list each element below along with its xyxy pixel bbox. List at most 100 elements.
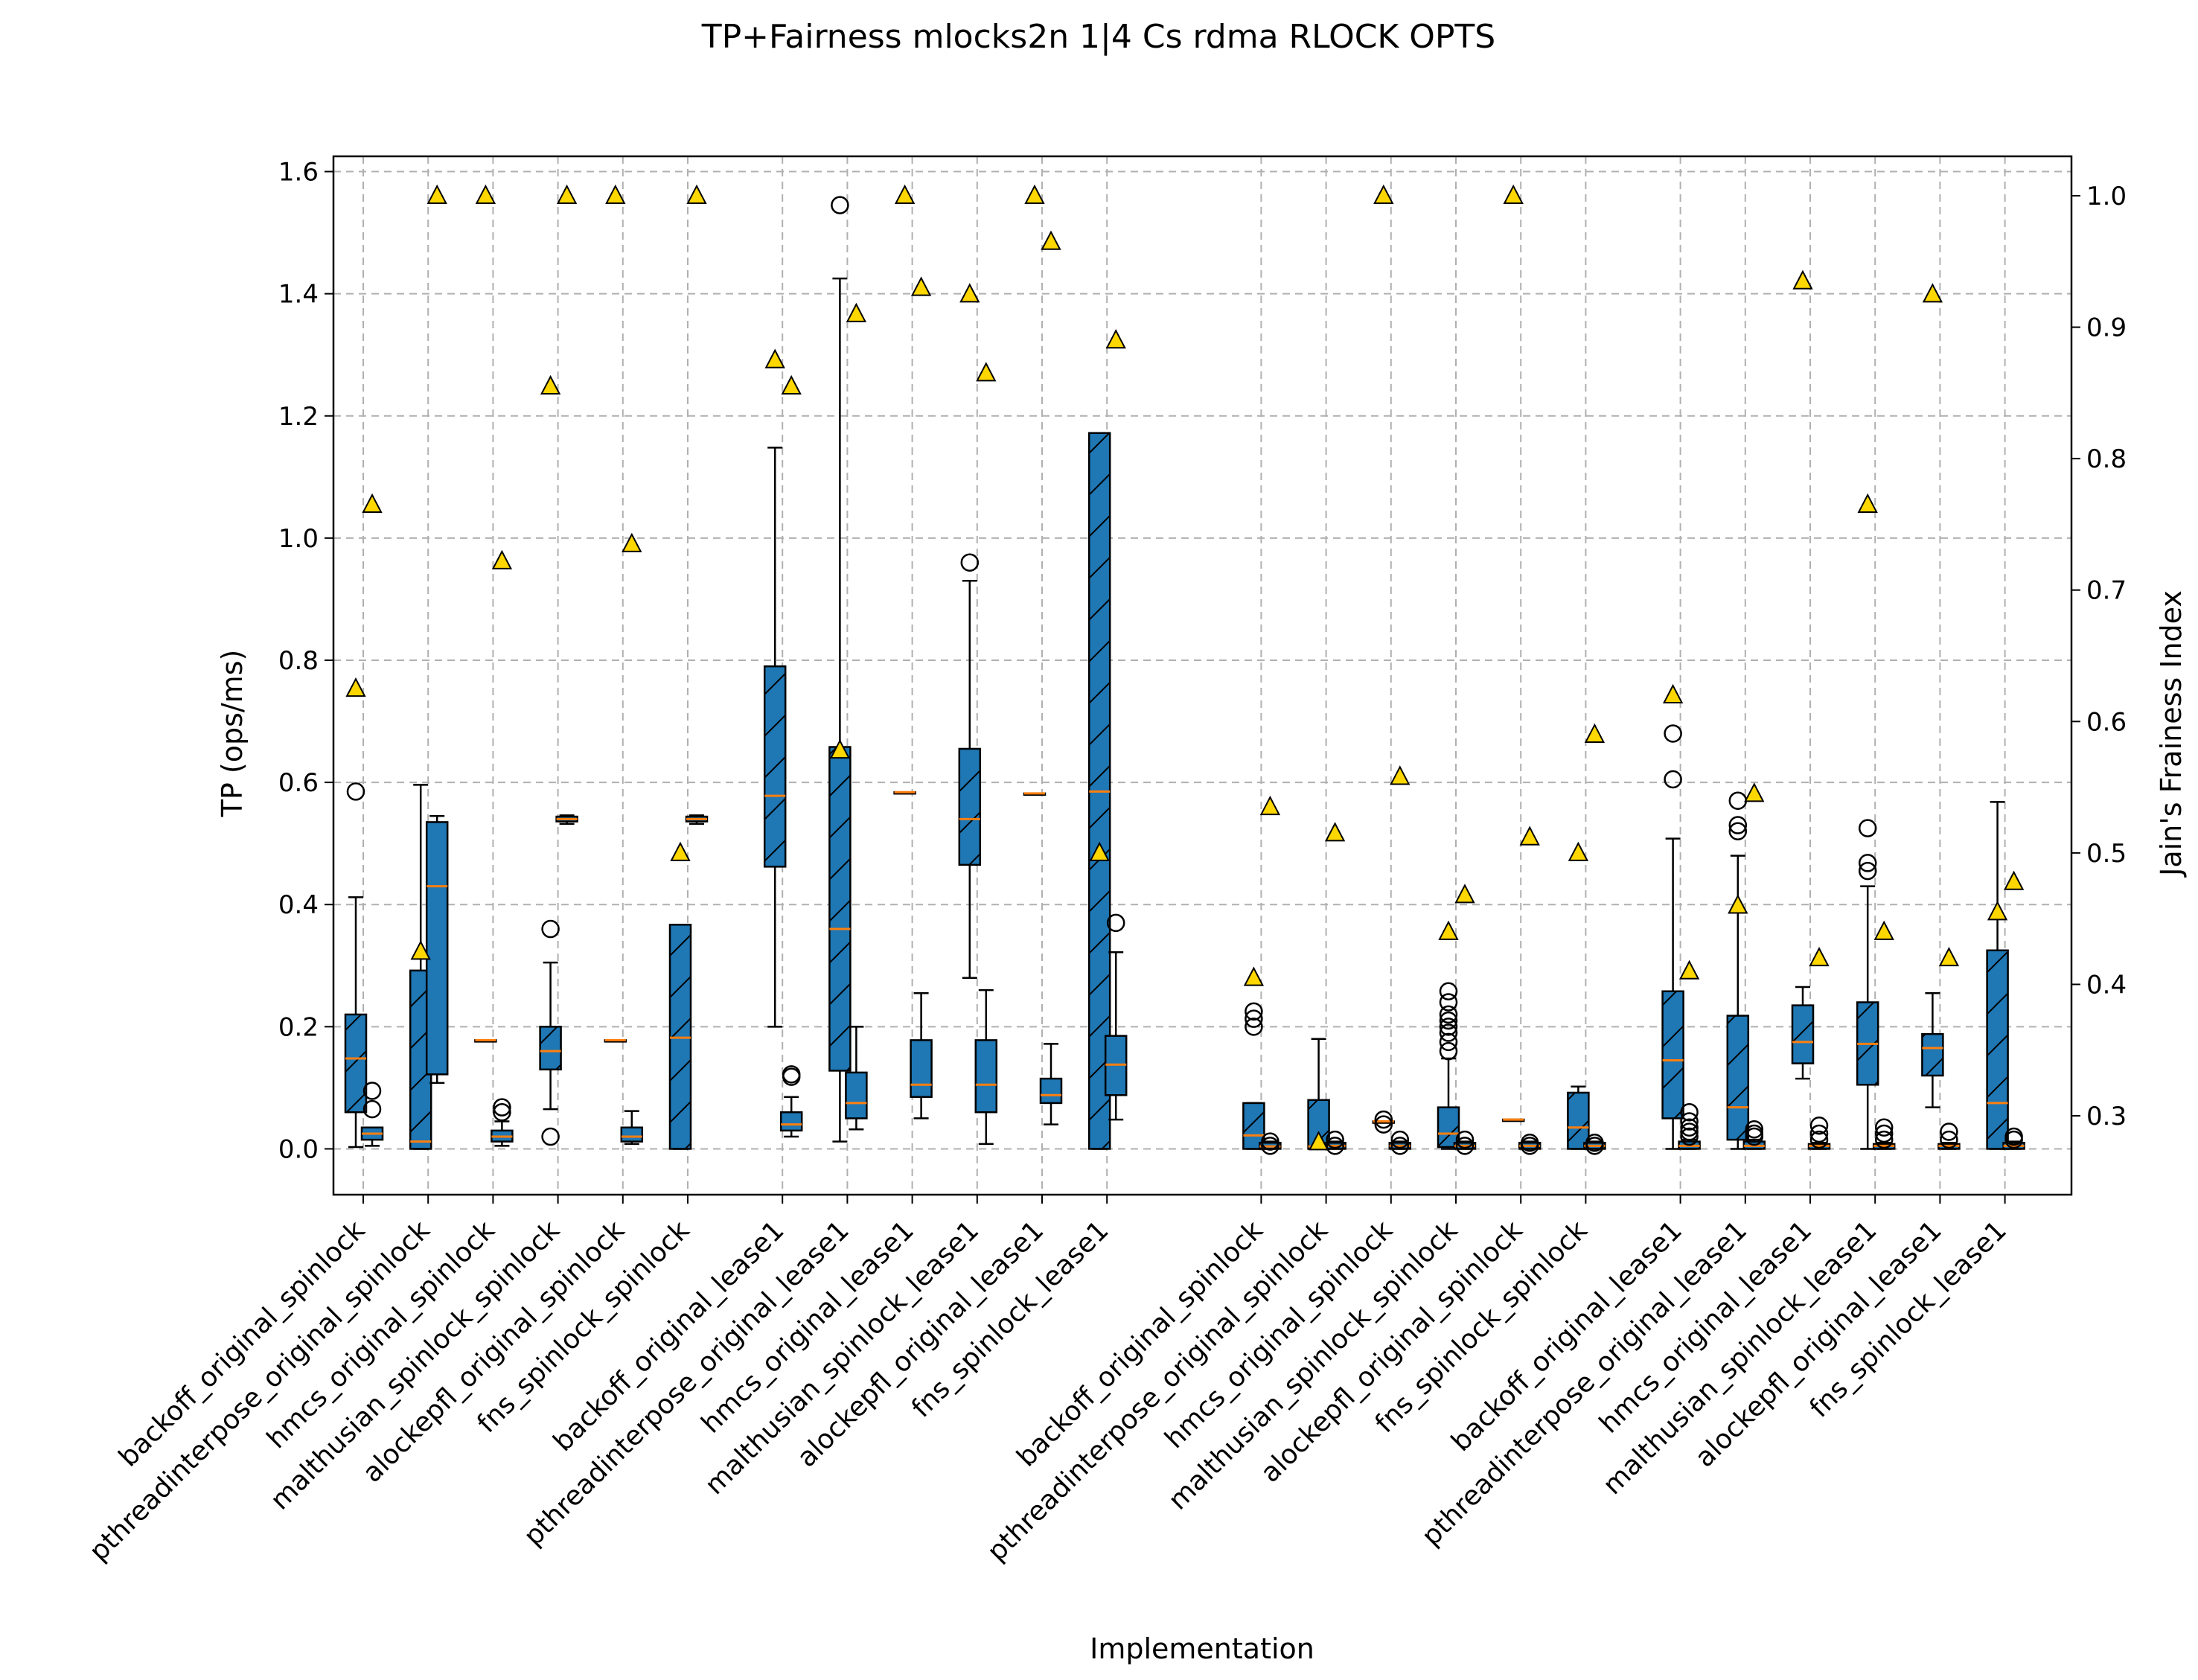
- fairness-marker: [1024, 184, 1045, 204]
- box-hatch: [829, 747, 851, 1071]
- outlier-point: [1858, 819, 1877, 837]
- outlier-point: [782, 1065, 801, 1084]
- box: [620, 1126, 644, 1143]
- outlier-point: [1664, 770, 1682, 789]
- outlier-point: [1439, 1018, 1458, 1036]
- box: [425, 821, 449, 1076]
- outlier-point: [493, 1098, 511, 1117]
- outlier-point: [362, 1099, 382, 1119]
- fairness-marker: [781, 374, 802, 395]
- fairness-marker: [1922, 283, 1943, 303]
- plot-layer: [344, 196, 2025, 1155]
- outlier-point: [1680, 1118, 1699, 1137]
- fairness-marker: [1308, 1131, 1329, 1151]
- fairness-marker: [1728, 894, 1748, 914]
- fairness-marker: [1857, 493, 1878, 513]
- box-hatch: [1568, 1092, 1589, 1149]
- fairness-marker: [959, 283, 980, 303]
- outlier-point: [1374, 1115, 1393, 1134]
- outlier-point: [1940, 1122, 1958, 1141]
- fairness-marker: [1938, 946, 1960, 967]
- outlier-point: [1245, 1002, 1263, 1021]
- fairness-marker: [1678, 959, 1700, 980]
- y-tick-label: 0.0: [278, 1134, 319, 1164]
- box-hatch: [1727, 1015, 1748, 1140]
- fairness-marker: [1105, 329, 1126, 349]
- fairness-marker: [622, 532, 642, 552]
- fairness-marker: [1243, 966, 1265, 986]
- outlier-point: [1520, 1134, 1539, 1152]
- fairness-marker: [846, 302, 867, 322]
- y-right-tick-label: 0.3: [2086, 1102, 2127, 1131]
- fairness-marker: [491, 549, 513, 569]
- outlier-point: [1326, 1137, 1344, 1155]
- fairness-marker: [1519, 825, 1540, 846]
- fairness-marker-layer: [345, 184, 2025, 1151]
- outlier-point: [1439, 1011, 1458, 1030]
- y-tick-label: 1.2: [278, 402, 319, 432]
- fairness-marker: [1438, 920, 1459, 940]
- outlier-point: [1390, 1130, 1410, 1149]
- outlier-point: [1680, 1112, 1699, 1131]
- box-hatch: [1662, 991, 1684, 1119]
- fairness-marker: [1568, 841, 1589, 861]
- outlier-point: [1390, 1137, 1410, 1155]
- fairness-marker: [2003, 870, 2025, 890]
- box: [1039, 1077, 1063, 1105]
- outlier-point: [1680, 1127, 1699, 1146]
- y-tick-label: 1.0: [278, 524, 319, 554]
- outlier-point: [1664, 724, 1682, 743]
- outlier-point: [1245, 1009, 1263, 1028]
- outlier-point: [346, 782, 365, 801]
- fairness-marker: [1873, 920, 1894, 940]
- box-hatch: [1922, 1034, 1943, 1076]
- outlier-point: [493, 1102, 511, 1122]
- outlier-point: [1261, 1132, 1279, 1151]
- y-right-tick-label: 0.5: [2086, 839, 2127, 869]
- fairness-marker: [556, 184, 578, 204]
- outlier-point: [1680, 1122, 1699, 1141]
- fairness-marker: [475, 184, 496, 204]
- outlier-point: [362, 1082, 382, 1100]
- outlier-point: [1745, 1120, 1764, 1139]
- outlier-point: [1374, 1110, 1393, 1129]
- fairness-marker: [1584, 723, 1606, 743]
- fairness-marker: [976, 362, 997, 382]
- fairness-marker: [410, 940, 431, 960]
- fairness-marker: [1987, 901, 2008, 921]
- fairness-marker: [1089, 841, 1110, 861]
- fairness-marker: [894, 184, 916, 204]
- outlier-point: [1455, 1137, 1475, 1155]
- outlier-point: [2004, 1127, 2023, 1146]
- outlier-point: [1809, 1130, 1829, 1149]
- outlier-point: [1728, 822, 1748, 840]
- chart-title: TP+Fairness mlocks2n 1|4 Cs rdma RLOCK O…: [701, 18, 1495, 56]
- outlier-point: [1439, 982, 1458, 1000]
- y-right-tick-label: 0.9: [2086, 313, 2127, 343]
- fairness-marker: [1324, 822, 1346, 842]
- box-hatch: [1987, 950, 2008, 1149]
- fairness-marker: [1454, 884, 1475, 904]
- y-tick-label: 1.4: [278, 280, 319, 310]
- outlier-point: [1455, 1130, 1475, 1149]
- box-hatch: [764, 666, 786, 867]
- outlier-point: [1728, 816, 1748, 834]
- fairness-marker: [1792, 269, 1813, 290]
- fairness-marker: [764, 348, 785, 368]
- outlier-point: [1439, 1032, 1458, 1052]
- fairness-marker: [1259, 795, 1281, 816]
- outlier-point: [541, 1127, 560, 1146]
- box-hatch: [345, 1014, 366, 1113]
- fairness-marker: [1373, 184, 1394, 204]
- y-right-tick-label: 0.6: [2086, 707, 2127, 737]
- fairness-marker: [1041, 230, 1061, 250]
- box-hatch: [1243, 1102, 1265, 1149]
- fairness-marker: [540, 374, 561, 395]
- y-right-tick-label: 1.0: [2086, 182, 2127, 211]
- fairness-marker: [1503, 184, 1524, 204]
- fairness-marker: [1744, 782, 1765, 802]
- outlier-point: [1745, 1124, 1764, 1143]
- outlier-point: [1245, 1018, 1263, 1036]
- outlier-point: [1585, 1134, 1604, 1152]
